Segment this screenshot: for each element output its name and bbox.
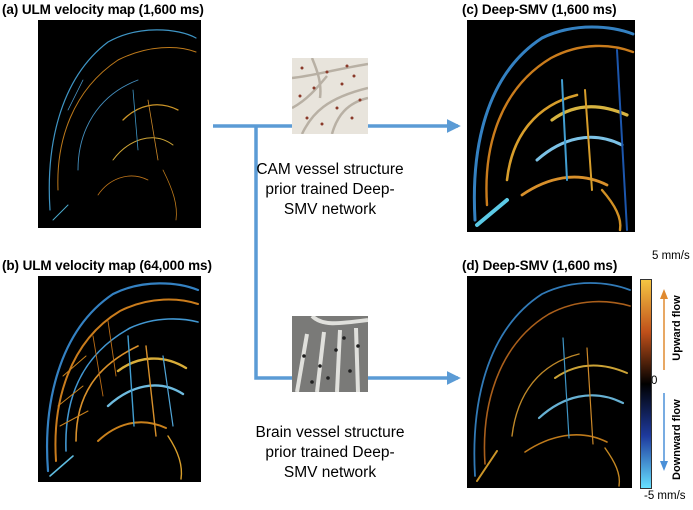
panel-c-title: (c) Deep-SMV (1,600 ms): [462, 2, 617, 17]
upward-flow-label: Upward flow: [671, 295, 683, 361]
ulm-velocity-map-64000ms: [38, 276, 201, 482]
arrow-to-panel-d: [254, 126, 461, 385]
brain-vessel-thumbnail: [292, 316, 368, 392]
cam-caption-line1: CAM vessel structure: [256, 161, 404, 178]
panel-d-title: (d) Deep-SMV (1,600 ms): [462, 258, 618, 273]
panel-a-title: (a) ULM velocity map (1,600 ms): [2, 2, 204, 17]
deep-smv-cam-output: [467, 20, 635, 232]
cam-caption-line3: SMV network: [283, 201, 377, 218]
colorbar-max-label: 5 mm/s: [652, 250, 690, 262]
ulm-velocity-map-1600ms: [38, 20, 201, 228]
colorbar-mid-label: 0: [651, 375, 658, 387]
cam-network-caption: CAM vessel structure prior trained Deep-…: [245, 160, 415, 220]
panel-b-title: (b) ULM velocity map (64,000 ms): [2, 258, 212, 273]
cam-vessel-thumbnail: [292, 58, 368, 134]
colorbar-min-label: -5 mm/s: [644, 490, 686, 502]
brain-caption-line1: Brain vessel structure: [255, 424, 405, 441]
brain-caption-line3: SMV network: [283, 464, 377, 481]
cam-caption-line2: prior trained Deep-: [265, 181, 395, 198]
flow-direction-arrows: [660, 289, 668, 471]
downward-flow-label: Downward flow: [671, 399, 683, 480]
brain-caption-line2: prior trained Deep-: [265, 444, 395, 461]
velocity-colorbar: [640, 279, 652, 489]
deep-smv-brain-output: [467, 276, 632, 488]
brain-network-caption: Brain vessel structure prior trained Dee…: [245, 423, 415, 483]
